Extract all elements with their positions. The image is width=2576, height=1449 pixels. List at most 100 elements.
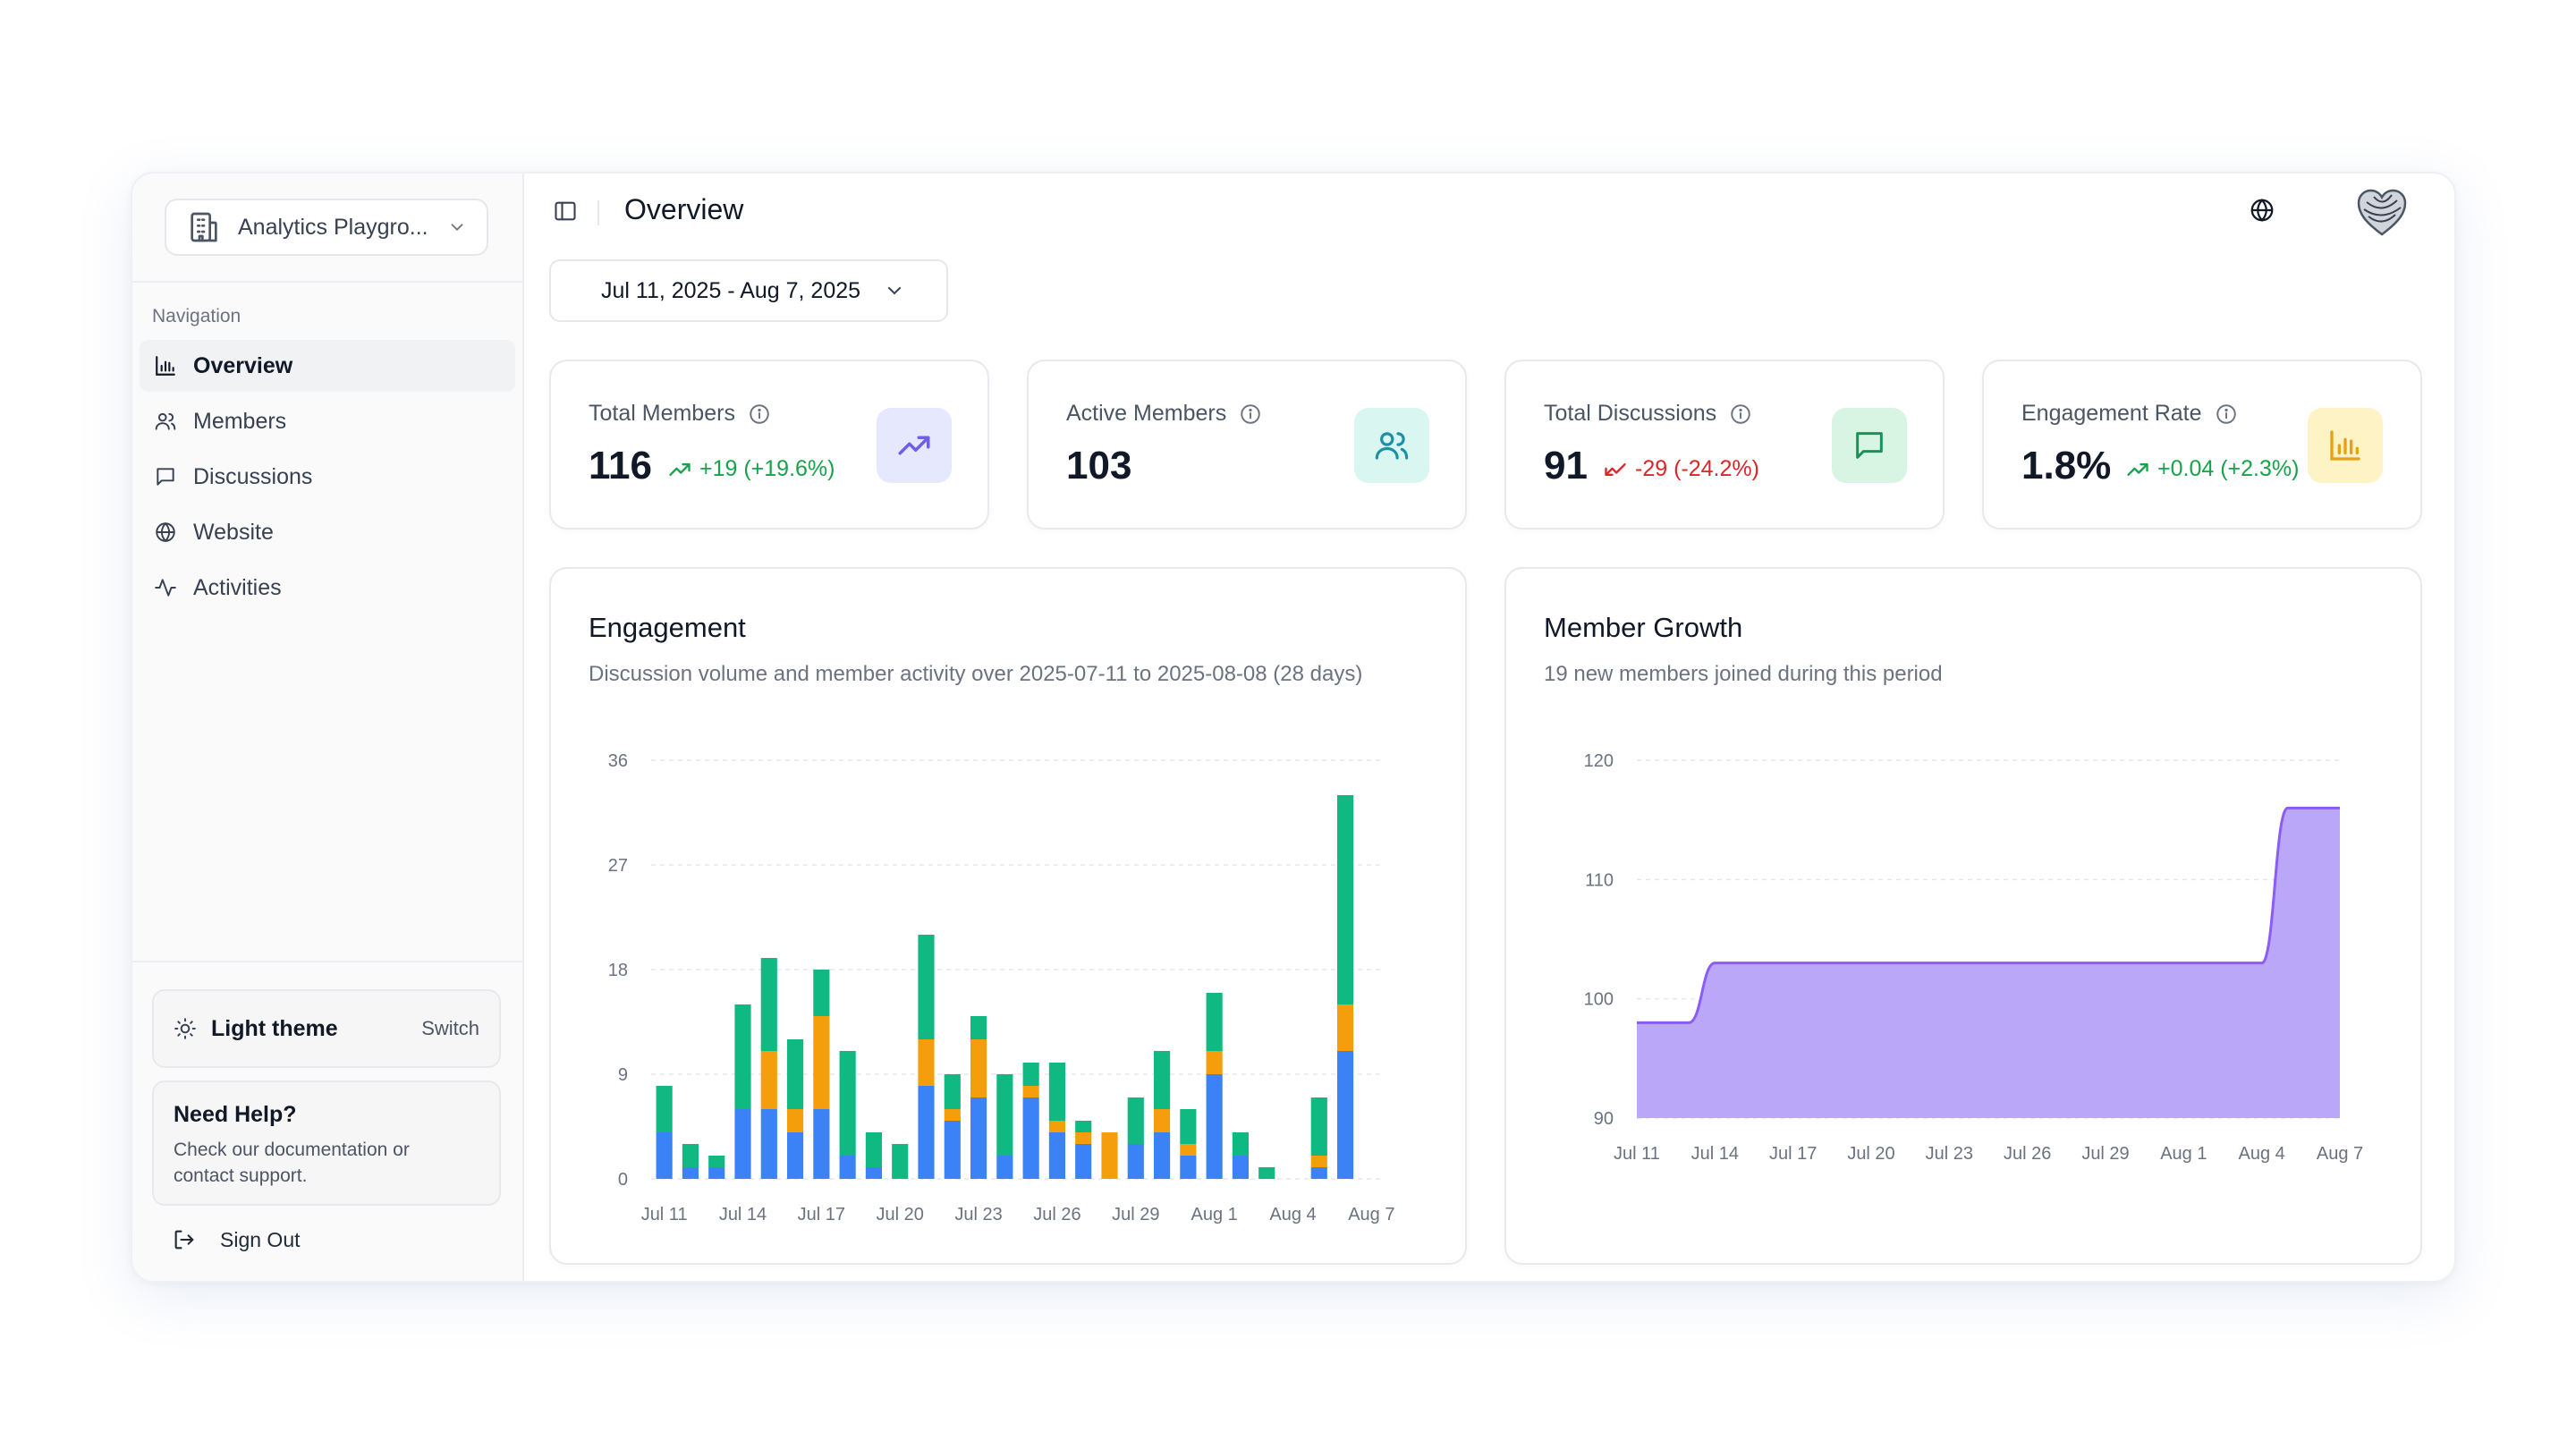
y-tick-label: 120 [1584, 751, 1614, 771]
bar-segment [1048, 1132, 1066, 1179]
bar-segment [1206, 993, 1223, 1051]
bar-segment [1153, 1109, 1171, 1132]
bar-segment [734, 1109, 751, 1179]
bar-segment [760, 1051, 777, 1109]
bar-segment [1153, 1051, 1171, 1109]
bar-segment [1180, 1109, 1197, 1144]
sidebar-item-label: Discussions [193, 463, 313, 489]
chart-subtitle: Discussion volume and member activity ov… [589, 662, 1363, 686]
sidebar-divider [132, 281, 522, 283]
sidebar-item-label: Activities [193, 574, 282, 600]
bar-segment [1310, 1167, 1327, 1179]
bar-segment [1206, 1051, 1223, 1074]
bar-chart-icon [156, 356, 175, 376]
sidebar-item-activities[interactable]: Activities [140, 562, 515, 614]
stat-delta-text: -29 (-24.2%) [1635, 456, 1759, 481]
x-tick-label: Jul 20 [877, 1205, 924, 1224]
users-icon [155, 412, 176, 430]
workspace-switcher[interactable]: Analytics Playgro... [165, 199, 488, 256]
bar-segment [918, 935, 935, 1039]
bar-segment [682, 1167, 699, 1179]
bar-segment [1075, 1132, 1092, 1144]
bar-segment [656, 1086, 673, 1132]
sidebar-item-discussions[interactable]: Discussions [140, 451, 515, 503]
x-tick-label: Jul 23 [1926, 1144, 1973, 1164]
y-tick-label: 100 [1584, 990, 1614, 1010]
stat-icon-box [1354, 408, 1429, 483]
bar-segment [839, 1156, 856, 1179]
y-tick-label: 9 [618, 1065, 628, 1085]
bar-segment [1232, 1156, 1250, 1179]
info-icon[interactable] [748, 402, 771, 426]
bar-segment [996, 1156, 1013, 1179]
bar-segment [1101, 1132, 1118, 1179]
stat-delta-text: +0.04 (+2.3%) [2157, 456, 2300, 481]
users-icon [1375, 432, 1409, 460]
stat-card-total-members: Total Members 116 +19 (+19.6%) [549, 360, 989, 530]
bar-segment [1336, 1051, 1354, 1179]
chevron-down-icon [888, 287, 902, 295]
globe-icon [156, 521, 175, 543]
bar-segment [786, 1132, 804, 1179]
bar-segment [813, 1016, 830, 1109]
bar-segment [1022, 1063, 1039, 1086]
log-out-icon [174, 1230, 194, 1250]
x-tick-label: Aug 4 [2239, 1144, 2285, 1164]
trending-down-icon [1605, 462, 1626, 476]
app-window: Analytics Playgro... Navigation Overview… [131, 172, 2456, 1283]
bar-segment [1022, 1097, 1039, 1179]
stat-value: 91 [1544, 444, 1588, 487]
x-tick-label: Aug 1 [2160, 1144, 2207, 1164]
date-range-picker[interactable]: Jul 11, 2025 - Aug 7, 2025 [549, 259, 948, 322]
workspace-name: Analytics Playgro... [238, 214, 428, 240]
stat-value: 103 [1066, 444, 1132, 487]
sidebar-item-website[interactable]: Website [140, 506, 515, 558]
date-range-label: Jul 11, 2025 - Aug 7, 2025 [601, 277, 861, 303]
stat-card-engagement-rate: Engagement Rate 1.8% +0.04 (+2.3%) [1982, 360, 2422, 530]
engagement-bar-chart: 0 9 18 27 36 Jul 11 Jul 14 Jul 17 Jul 20 Jul 23 Ju… [608, 751, 1395, 1224]
x-tick-label: Aug 7 [1348, 1205, 1394, 1224]
sidebar-item-label: Overview [193, 352, 293, 378]
bar-segment [786, 1109, 804, 1132]
sidebar-item-overview[interactable]: Overview [140, 340, 515, 392]
bar-segment [944, 1121, 961, 1179]
x-tick-label: Jul 29 [1112, 1205, 1159, 1224]
stat-delta: -29 (-24.2%) [1603, 456, 1759, 482]
x-tick-label: Jul 14 [719, 1205, 767, 1224]
y-tick-label: 36 [608, 751, 628, 771]
sidebar-item-members[interactable]: Members [140, 395, 515, 447]
user-avatar[interactable] [2356, 188, 2408, 238]
bar-segment [944, 1074, 961, 1109]
stat-card-active-members: Active Members 103 [1027, 360, 1467, 530]
stat-label-text: Total Members [589, 401, 735, 426]
bar-segment [970, 1097, 987, 1179]
bar-segment [1153, 1132, 1171, 1179]
theme-label: Light theme [211, 1015, 338, 1041]
info-icon[interactable] [2215, 402, 2238, 426]
stat-icon-box [2308, 408, 2383, 483]
bar-segment [1180, 1144, 1197, 1156]
info-icon[interactable] [1729, 402, 1752, 426]
x-tick-label: Jul 11 [641, 1205, 688, 1224]
bar-segment [1048, 1121, 1066, 1132]
bar-segment [865, 1167, 883, 1179]
bar-segment [1180, 1156, 1197, 1179]
theme-toggle-card[interactable]: Light theme Switch [152, 989, 501, 1068]
bar-segment [944, 1109, 961, 1121]
sign-out-button[interactable]: Sign Out [172, 1227, 301, 1252]
bar-segment [682, 1144, 699, 1167]
stat-icon-box [877, 408, 952, 483]
sidebar-toggle-icon[interactable] [553, 199, 578, 224]
page-title: Overview [624, 193, 744, 225]
info-icon[interactable] [1239, 402, 1262, 426]
message-square-icon [157, 468, 174, 486]
y-tick-label: 27 [608, 856, 628, 876]
x-tick-label: Aug 7 [2317, 1144, 2363, 1164]
theme-switch-button[interactable]: Switch [421, 1017, 479, 1039]
trending-up-icon [669, 462, 691, 476]
language-globe-icon[interactable] [2249, 197, 2275, 224]
bar-segment [865, 1132, 883, 1167]
sidebar-item-label: Website [193, 519, 274, 545]
bar-segment [708, 1167, 725, 1179]
chart-subtitle: 19 new members joined during this period [1544, 662, 1943, 686]
